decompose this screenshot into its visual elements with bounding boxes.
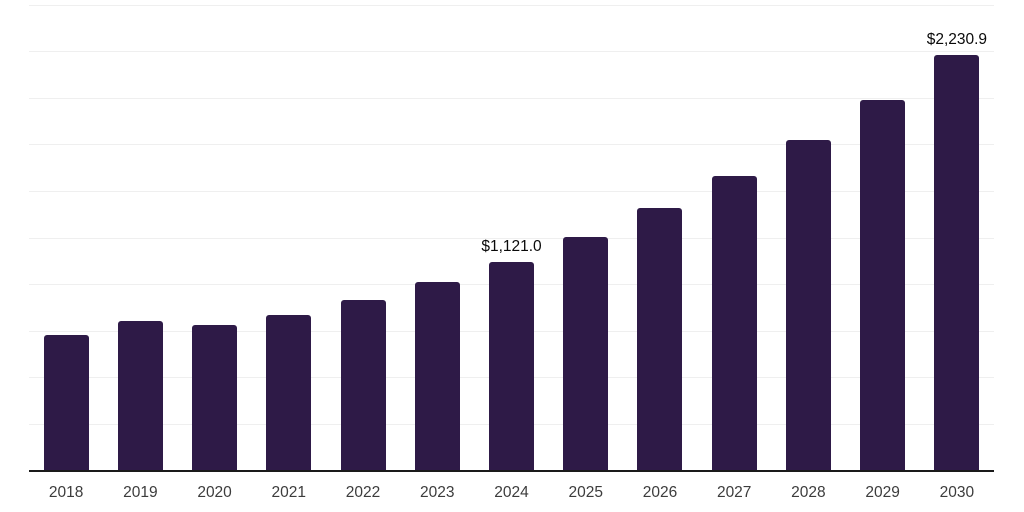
x-tick-2023: 2023 <box>420 484 455 501</box>
bar-2020[interactable] <box>192 325 238 471</box>
x-tick-2029: 2029 <box>865 484 900 501</box>
gridline <box>29 190 994 192</box>
bar-2022[interactable] <box>340 300 386 471</box>
bar-2027[interactable] <box>711 176 757 471</box>
bar-2021[interactable] <box>266 314 312 471</box>
x-tick-2027: 2027 <box>716 484 752 501</box>
gridline <box>29 51 994 53</box>
bar-2023[interactable] <box>414 281 460 471</box>
x-tick-2028: 2028 <box>791 484 826 501</box>
x-tick-2026: 2026 <box>642 484 678 501</box>
gridline <box>29 237 994 239</box>
gridline <box>29 97 994 99</box>
bar-2026[interactable] <box>637 208 683 471</box>
value-label-2030: $2,230.9 <box>926 31 988 49</box>
value-label-2024: $1,121.0 <box>481 238 542 256</box>
x-tick-2025: 2025 <box>568 484 603 501</box>
x-tick-2030: 2030 <box>939 484 975 501</box>
bar-2028[interactable] <box>785 140 831 471</box>
x-tick-2018: 2018 <box>48 484 84 501</box>
x-tick-2024: 2024 <box>494 484 529 501</box>
bar-2024[interactable] <box>489 262 534 471</box>
x-tick-2020: 2020 <box>197 484 232 501</box>
x-axis-line <box>29 470 994 472</box>
gridline <box>29 144 994 146</box>
bar-2019[interactable] <box>117 320 163 471</box>
bar-2030[interactable] <box>934 55 980 471</box>
bar-2029[interactable] <box>860 100 906 471</box>
x-tick-2019: 2019 <box>123 484 158 501</box>
gridline <box>29 4 994 6</box>
x-tick-2022: 2022 <box>345 484 381 501</box>
x-tick-2021: 2021 <box>271 484 307 501</box>
bar-2018[interactable] <box>43 334 89 471</box>
bar-2025[interactable] <box>563 236 609 471</box>
